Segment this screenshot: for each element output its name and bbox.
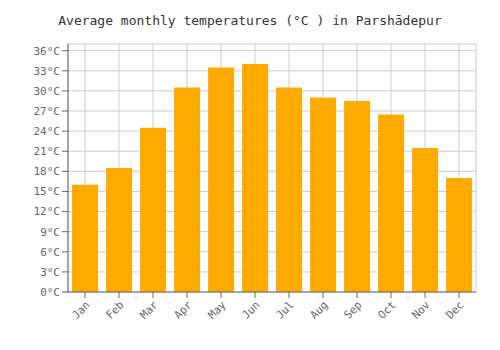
svg-text:Dec: Dec [443, 298, 466, 321]
html-text:Average monthly temperatures (: Average monthly temperatures (°C ) in Pa… [58, 13, 442, 28]
svg-text:15°C: 15°C [34, 185, 61, 198]
svg-text:21°C: 21°C [34, 145, 61, 158]
svg-text:Aug: Aug [307, 298, 330, 321]
svg-text:33°C: 33°C [34, 65, 61, 78]
svg-text:36°C: 36°C [34, 45, 61, 58]
svg-text:Sep: Sep [341, 298, 364, 321]
svg-text:18°C: 18°C [34, 165, 61, 178]
svg-text:27°C: 27°C [34, 105, 61, 118]
svg-text:0°C: 0°C [40, 286, 60, 299]
svg-text:24°C: 24°C [34, 125, 61, 138]
svg-text:Oct: Oct [375, 298, 398, 321]
svg-text:6°C: 6°C [40, 246, 60, 259]
svg-text:12°C: 12°C [34, 205, 61, 218]
svg-text:30°C: 30°C [34, 85, 61, 98]
svg-text:9°C: 9°C [40, 226, 60, 239]
svg-text:Mar: Mar [137, 298, 161, 322]
svg-text:Jun: Jun [239, 298, 262, 321]
svg-text:Apr: Apr [171, 298, 195, 322]
svg-text:Jul: Jul [273, 298, 296, 321]
svg-text:Feb: Feb [103, 298, 126, 321]
svg-text:May: May [205, 298, 229, 322]
svg-text:3°C: 3°C [40, 266, 60, 279]
svg-text:Jan: Jan [69, 298, 92, 321]
svg-text:Nov: Nov [409, 298, 433, 322]
